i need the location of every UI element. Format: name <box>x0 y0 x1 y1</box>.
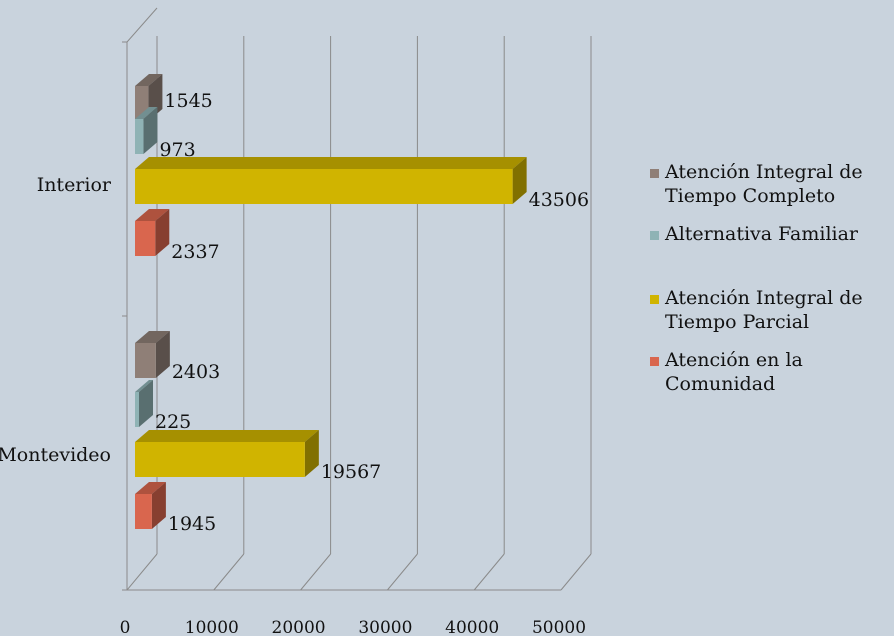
bar <box>135 119 144 154</box>
bar <box>135 442 305 477</box>
data-label: 43506 <box>529 189 589 211</box>
bar-top <box>135 331 170 343</box>
legend-label: Atención Integral de Tiempo Completo <box>665 161 863 207</box>
floor-line <box>473 553 505 591</box>
data-label: 1545 <box>164 90 212 112</box>
bar-top <box>135 74 163 86</box>
floor-line <box>126 553 158 591</box>
legend-item: Atención Integral de Tiempo Completo <box>650 160 894 208</box>
floor-line <box>213 553 245 591</box>
labels: 0 10000 20000 30000 40000 50000 Interior 1545 97… <box>0 90 589 636</box>
bar-top <box>135 157 527 169</box>
bar-top <box>135 107 158 119</box>
x-tick-label: 30000 <box>358 618 412 636</box>
x-tick-label: 40000 <box>445 618 499 636</box>
bar-top <box>135 209 170 221</box>
bar-side <box>139 380 153 427</box>
legend-swatch <box>650 295 659 304</box>
legend-swatch <box>650 169 659 178</box>
data-label: 19567 <box>321 461 381 483</box>
bar <box>135 343 156 378</box>
legend-item: Atención en la Comunidad <box>650 348 894 396</box>
data-label: 2337 <box>171 241 219 263</box>
x-tick-label: 20000 <box>272 618 326 636</box>
legend-label: Atención Integral de Tiempo Parcial <box>665 287 863 333</box>
bar-side <box>143 107 158 154</box>
y-axis-top-edge <box>126 7 158 43</box>
data-label: 2403 <box>172 361 220 383</box>
legend-swatch <box>650 231 659 240</box>
gridlines <box>126 36 592 591</box>
floor-line <box>300 553 331 591</box>
bar-side <box>304 430 319 477</box>
category-label: Interior <box>37 174 112 196</box>
bar-side <box>512 157 527 204</box>
legend-label: Alternativa Familiar <box>665 223 859 245</box>
data-label: 973 <box>159 139 195 161</box>
data-label: 1945 <box>168 513 216 535</box>
data-label: 225 <box>155 411 191 433</box>
bar-top <box>135 482 166 494</box>
axes <box>122 7 561 591</box>
legend-item: Alternativa Familiar <box>650 222 894 246</box>
bar-top <box>135 430 319 442</box>
legend-label: Atención en la Comunidad <box>665 349 803 395</box>
x-tick-label: 10000 <box>185 618 239 636</box>
floor-line <box>560 553 592 591</box>
legend-item: Atención Integral de Tiempo Parcial <box>650 286 894 334</box>
category-label: Montevideo <box>0 444 111 466</box>
legend-swatch <box>650 357 659 366</box>
legend: Atención Integral de Tiempo Completo Alte… <box>650 160 894 396</box>
bar <box>135 221 156 256</box>
bar-side <box>155 209 170 256</box>
floor-line <box>387 553 418 591</box>
bar <box>135 494 152 529</box>
bar-side <box>151 482 166 529</box>
bar <box>135 169 513 204</box>
bars <box>135 74 527 529</box>
bar-top <box>135 380 153 392</box>
x-tick-label: 0 <box>120 618 131 636</box>
bar-side <box>155 331 170 378</box>
x-tick-label: 50000 <box>532 618 586 636</box>
bar <box>135 392 139 427</box>
